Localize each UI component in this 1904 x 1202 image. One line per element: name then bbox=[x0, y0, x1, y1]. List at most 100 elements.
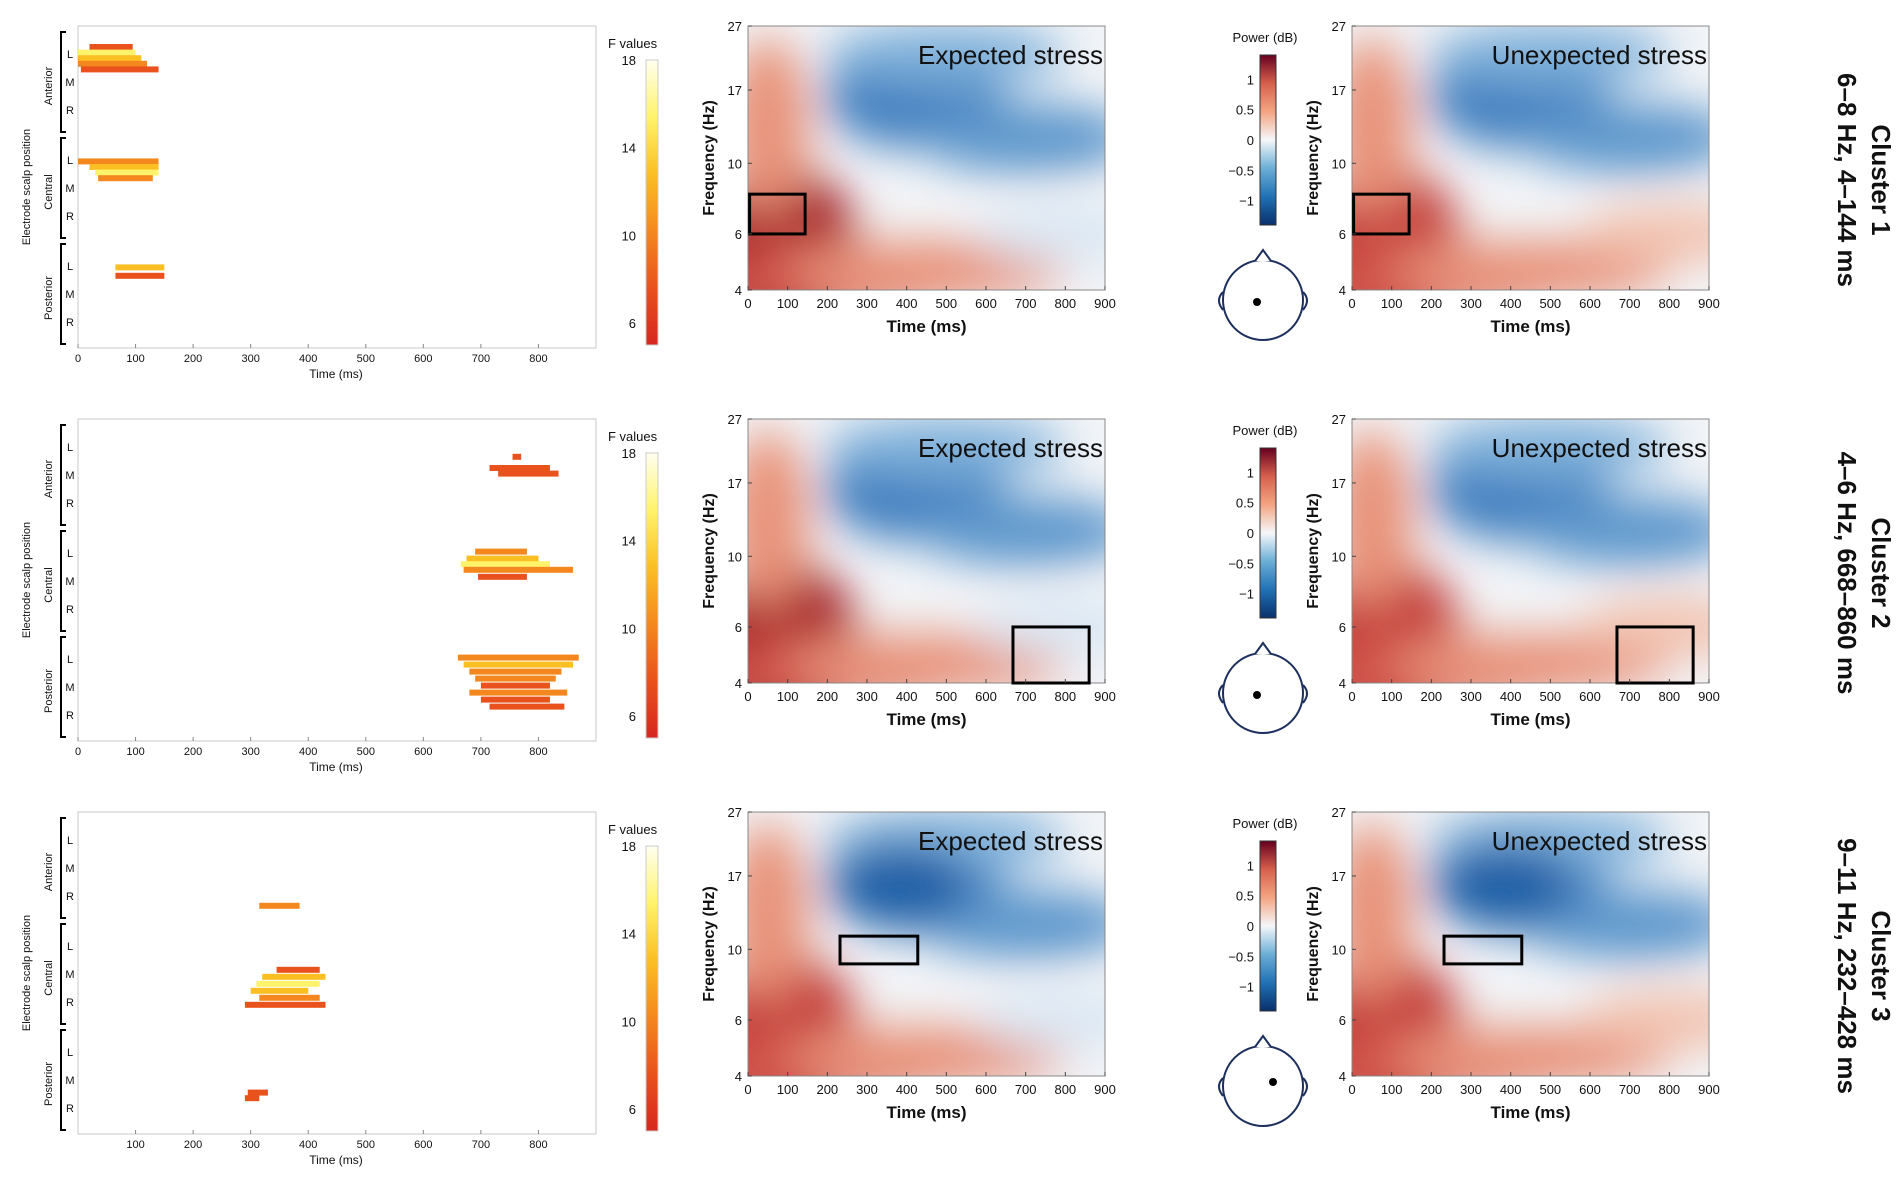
group-bracket bbox=[60, 1029, 66, 1131]
f-colorbar bbox=[645, 845, 659, 1132]
f-ylabel: Electrode scalp position bbox=[21, 915, 33, 1031]
tf-xtick-label: 0 bbox=[744, 689, 751, 704]
row-label: M bbox=[65, 969, 74, 981]
f-cell bbox=[475, 675, 556, 682]
tf-xtick-label: 400 bbox=[1500, 1082, 1522, 1097]
tf-xtick-label: 200 bbox=[816, 296, 838, 311]
group-bracket bbox=[60, 31, 66, 133]
tf-ylabel: Frequency (Hz) bbox=[701, 493, 718, 609]
f-heatmap-frame bbox=[77, 25, 597, 349]
power-colorbar-title: Power (dB) bbox=[1232, 423, 1297, 438]
row-label: L bbox=[67, 261, 73, 273]
f-cell bbox=[463, 661, 573, 668]
ear-icon bbox=[1218, 291, 1224, 311]
tf-ytick-label: 10 bbox=[728, 549, 742, 564]
f-xlabel: Time (ms) bbox=[309, 367, 363, 381]
tf-blob bbox=[1519, 889, 1709, 960]
tf-ytick-label: 17 bbox=[1332, 83, 1346, 98]
group-bracket bbox=[60, 923, 66, 1025]
tf-map-unexpected bbox=[1352, 812, 1709, 1076]
tf-ytick-label: 27 bbox=[1332, 412, 1346, 427]
tf-ylabel: Frequency (Hz) bbox=[701, 100, 718, 216]
f-xtick-label: 300 bbox=[241, 1139, 259, 1151]
tf-xtick-label: 500 bbox=[935, 1082, 957, 1097]
cluster-window-box bbox=[838, 934, 920, 966]
electrode-dot-icon bbox=[1253, 298, 1261, 306]
f-cell bbox=[478, 573, 527, 580]
tf-ytick-label: 10 bbox=[728, 942, 742, 957]
tf-xtick-label: 500 bbox=[1539, 689, 1561, 704]
power-colorbar-tick: 1 bbox=[1247, 858, 1254, 873]
tf-xtick-label: 500 bbox=[935, 689, 957, 704]
tf-ytick-label: 27 bbox=[728, 805, 742, 820]
f-colorbar-tick: 14 bbox=[622, 534, 636, 549]
row-label: R bbox=[66, 604, 74, 616]
tf-frame bbox=[1351, 25, 1710, 291]
power-colorbar bbox=[1259, 840, 1277, 1012]
tf-ytick-label: 6 bbox=[735, 227, 742, 242]
group-label-anterior: Anterior bbox=[43, 66, 55, 105]
tf-xtick-label: 800 bbox=[1054, 1082, 1076, 1097]
tf-map-unexpected bbox=[1352, 26, 1709, 290]
tf-blob bbox=[1352, 823, 1412, 1004]
row-label: L bbox=[67, 1047, 73, 1059]
cluster-description: 6–8 Hz, 4–144 ms bbox=[1832, 73, 1862, 287]
f-cell bbox=[78, 55, 142, 62]
f-xtick-label: 500 bbox=[357, 746, 375, 758]
tf-ytick-label: 6 bbox=[1339, 1013, 1346, 1028]
tf-ytick-label: 4 bbox=[735, 1069, 742, 1084]
nose-icon bbox=[1254, 641, 1272, 655]
group-label-posterior: Posterior bbox=[43, 669, 55, 713]
tf-ytick-label: 17 bbox=[728, 869, 742, 884]
group-bracket bbox=[60, 424, 66, 526]
tf-xtick-label: 200 bbox=[1420, 296, 1442, 311]
f-cell bbox=[244, 1095, 260, 1102]
f-cell bbox=[89, 44, 133, 50]
tf-blob bbox=[975, 989, 1105, 1050]
f-xtick-label: 0 bbox=[75, 353, 81, 365]
row-label: L bbox=[67, 835, 73, 847]
row-label: L bbox=[67, 941, 73, 953]
tf-ytick-label: 10 bbox=[1332, 549, 1346, 564]
f-cell bbox=[489, 703, 565, 710]
tf-xtick-label: 900 bbox=[1094, 689, 1116, 704]
ear-icon bbox=[1218, 1077, 1224, 1097]
tf-map-expected bbox=[748, 26, 1105, 290]
group-label-anterior: Anterior bbox=[43, 852, 55, 891]
f-cell bbox=[463, 566, 573, 573]
power-colorbar-tick: −0.5 bbox=[1228, 163, 1254, 178]
tf-blob bbox=[1430, 26, 1671, 85]
f-xtick-label: 700 bbox=[472, 353, 490, 365]
f-cell bbox=[259, 994, 320, 1001]
panel-1: Anterior L M R Central L M R Posterior L M R Electro… bbox=[21, 19, 1896, 381]
tf-xtick-label: 700 bbox=[1619, 689, 1641, 704]
group-label-anterior: Anterior bbox=[43, 459, 55, 498]
f-colorbar-title: F values bbox=[608, 429, 658, 444]
condition-label-expected: Expected stress bbox=[918, 40, 1103, 70]
tf-xtick-label: 900 bbox=[1094, 1082, 1116, 1097]
tf-ytick-label: 6 bbox=[735, 620, 742, 635]
f-cell bbox=[89, 164, 159, 170]
tf-blob bbox=[826, 419, 1067, 478]
tf-frame bbox=[1351, 811, 1710, 1077]
tf-frame bbox=[747, 811, 1106, 1077]
f-colorbar-title: F values bbox=[608, 36, 658, 51]
tf-xtick-label: 700 bbox=[1619, 1082, 1641, 1097]
tf-xtick-label: 600 bbox=[1579, 1082, 1601, 1097]
nose-icon bbox=[1254, 1034, 1272, 1048]
power-colorbar-tick: −0.5 bbox=[1228, 949, 1254, 964]
tf-xtick-label: 900 bbox=[1698, 689, 1720, 704]
row-label: M bbox=[65, 289, 74, 301]
tf-blob bbox=[1519, 103, 1709, 174]
f-xtick-label: 200 bbox=[184, 353, 202, 365]
group-label-central: Central bbox=[43, 960, 55, 995]
f-cell bbox=[262, 973, 326, 980]
row-label: L bbox=[67, 654, 73, 666]
head-icon bbox=[1222, 1045, 1304, 1127]
f-cell bbox=[480, 696, 550, 703]
tf-xtick-label: 0 bbox=[1348, 689, 1355, 704]
head-icon bbox=[1222, 259, 1304, 341]
tf-xtick-label: 100 bbox=[777, 689, 799, 704]
row-label: R bbox=[66, 317, 74, 329]
